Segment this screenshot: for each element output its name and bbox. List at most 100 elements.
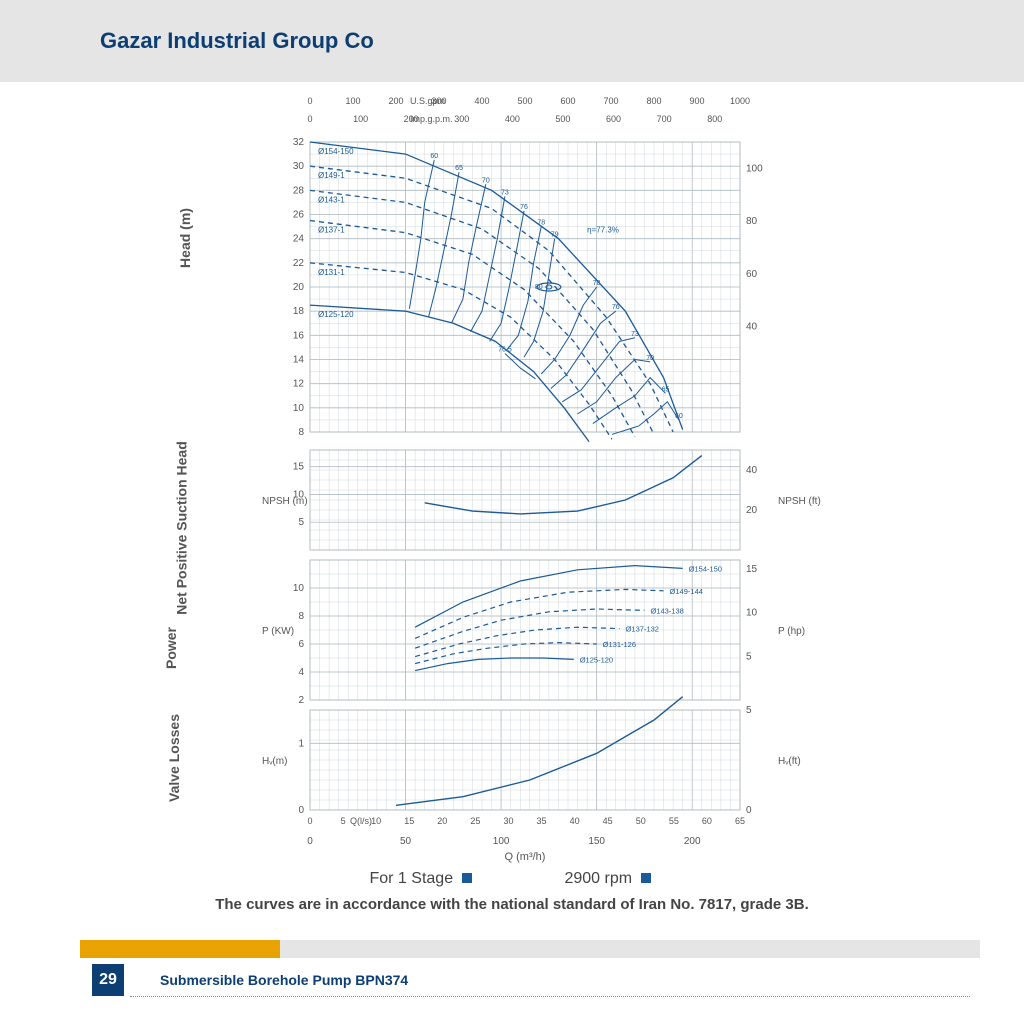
svg-text:700: 700 xyxy=(657,114,672,124)
accent-bar xyxy=(80,940,280,958)
svg-text:40: 40 xyxy=(570,816,580,826)
svg-text:12: 12 xyxy=(293,379,305,390)
stage-note: For 1 Stage xyxy=(369,870,453,887)
company-title: Gazar Industrial Group Co xyxy=(100,28,374,54)
axis-valve-label: Valve Losses xyxy=(166,714,182,802)
svg-text:900: 900 xyxy=(689,96,704,106)
svg-text:65: 65 xyxy=(662,386,670,393)
svg-text:800: 800 xyxy=(707,114,722,124)
svg-text:200: 200 xyxy=(388,96,403,106)
svg-text:15: 15 xyxy=(293,462,305,473)
svg-text:300: 300 xyxy=(454,114,469,124)
svg-text:80: 80 xyxy=(746,216,758,227)
standard-note: The curves are in accordance with the na… xyxy=(0,896,1024,913)
svg-text:30: 30 xyxy=(293,161,305,172)
svg-text:60: 60 xyxy=(746,269,758,280)
svg-text:100: 100 xyxy=(746,163,763,174)
svg-text:P (KW): P (KW) xyxy=(262,626,294,637)
svg-text:0: 0 xyxy=(307,96,312,106)
svg-text:Ø154-150: Ø154-150 xyxy=(689,564,722,573)
svg-text:0: 0 xyxy=(307,816,312,826)
footer-notes: For 1 Stage 2900 rpm The curves are in a… xyxy=(0,870,1024,913)
svg-text:60: 60 xyxy=(430,153,438,160)
svg-text:200: 200 xyxy=(684,836,701,847)
square-marker xyxy=(641,873,651,883)
svg-text:Ø143-138: Ø143-138 xyxy=(650,606,683,615)
svg-text:10: 10 xyxy=(293,583,305,594)
svg-text:500: 500 xyxy=(517,96,532,106)
svg-text:65: 65 xyxy=(455,165,463,172)
header-band: Gazar Industrial Group Co xyxy=(0,0,1024,82)
grey-bar xyxy=(280,940,980,958)
svg-text:35: 35 xyxy=(537,816,547,826)
svg-text:0: 0 xyxy=(746,805,752,816)
svg-text:Imp.g.p.m.: Imp.g.p.m. xyxy=(410,114,453,124)
svg-text:20: 20 xyxy=(437,816,447,826)
svg-text:15: 15 xyxy=(746,564,758,575)
svg-text:20: 20 xyxy=(746,505,758,516)
svg-text:P (hp): P (hp) xyxy=(778,626,805,637)
svg-text:η=77.3%: η=77.3% xyxy=(587,226,619,235)
pump-chart: 01002003004005006007008009001000U.S.gpm0… xyxy=(180,90,880,870)
svg-text:400: 400 xyxy=(505,114,520,124)
svg-text:Ø131-1: Ø131-1 xyxy=(318,268,345,277)
svg-text:100: 100 xyxy=(353,114,368,124)
svg-text:32: 32 xyxy=(293,137,305,148)
svg-text:10: 10 xyxy=(293,403,305,414)
svg-text:45: 45 xyxy=(603,816,613,826)
svg-text:24: 24 xyxy=(293,234,305,245)
svg-text:55: 55 xyxy=(669,816,679,826)
svg-text:40: 40 xyxy=(746,465,758,476)
svg-text:Ø131-126: Ø131-126 xyxy=(603,640,636,649)
axis-head-label: Head (m) xyxy=(177,208,193,268)
svg-text:2: 2 xyxy=(298,695,304,706)
svg-text:76: 76 xyxy=(612,304,620,311)
svg-text:Ø137-132: Ø137-132 xyxy=(626,625,659,634)
svg-text:8: 8 xyxy=(298,611,304,622)
svg-text:73: 73 xyxy=(631,331,639,338)
svg-text:U.S.gpm: U.S.gpm xyxy=(410,96,445,106)
svg-text:1: 1 xyxy=(298,738,304,749)
square-marker xyxy=(462,873,472,883)
svg-text:79: 79 xyxy=(551,232,559,239)
axis-npsh-label: Net Positive Suction Head xyxy=(174,441,190,614)
svg-text:5: 5 xyxy=(746,651,752,662)
rpm-note: 2900 rpm xyxy=(564,870,632,887)
svg-text:22: 22 xyxy=(293,258,305,269)
svg-text:40: 40 xyxy=(746,322,758,333)
svg-text:100: 100 xyxy=(345,96,360,106)
svg-text:800: 800 xyxy=(646,96,661,106)
svg-text:50: 50 xyxy=(636,816,646,826)
svg-text:Ø149-144: Ø149-144 xyxy=(670,587,703,596)
svg-text:76.5: 76.5 xyxy=(498,346,512,353)
svg-text:Ø143-1: Ø143-1 xyxy=(318,195,345,204)
svg-text:Ø125-120: Ø125-120 xyxy=(580,655,613,664)
svg-text:26: 26 xyxy=(293,210,305,221)
svg-text:400: 400 xyxy=(474,96,489,106)
axis-power-label: Power xyxy=(163,627,179,669)
svg-text:5: 5 xyxy=(746,705,752,716)
svg-text:Q(l/s): Q(l/s) xyxy=(350,816,372,826)
svg-text:8: 8 xyxy=(298,427,304,438)
product-name: Submersible Borehole Pump BPN374 xyxy=(160,972,408,988)
svg-text:Ø125-120: Ø125-120 xyxy=(318,310,354,319)
svg-text:30: 30 xyxy=(503,816,513,826)
svg-text:100: 100 xyxy=(493,836,510,847)
svg-text:25: 25 xyxy=(470,816,480,826)
svg-text:70: 70 xyxy=(482,177,490,184)
svg-text:50: 50 xyxy=(400,836,412,847)
svg-text:Hᵥ(ft): Hᵥ(ft) xyxy=(778,756,801,767)
svg-text:0: 0 xyxy=(307,836,313,847)
svg-text:5: 5 xyxy=(341,816,346,826)
svg-text:78: 78 xyxy=(593,280,601,287)
svg-text:65: 65 xyxy=(735,816,745,826)
svg-text:Ø154-150: Ø154-150 xyxy=(318,147,354,156)
svg-text:60: 60 xyxy=(675,413,683,420)
page-number: 29 xyxy=(92,964,124,996)
svg-text:15: 15 xyxy=(404,816,414,826)
svg-text:1000: 1000 xyxy=(730,96,750,106)
svg-text:NPSH (ft): NPSH (ft) xyxy=(778,496,821,507)
svg-text:150: 150 xyxy=(588,836,605,847)
svg-text:10: 10 xyxy=(371,816,381,826)
svg-text:60: 60 xyxy=(702,816,712,826)
